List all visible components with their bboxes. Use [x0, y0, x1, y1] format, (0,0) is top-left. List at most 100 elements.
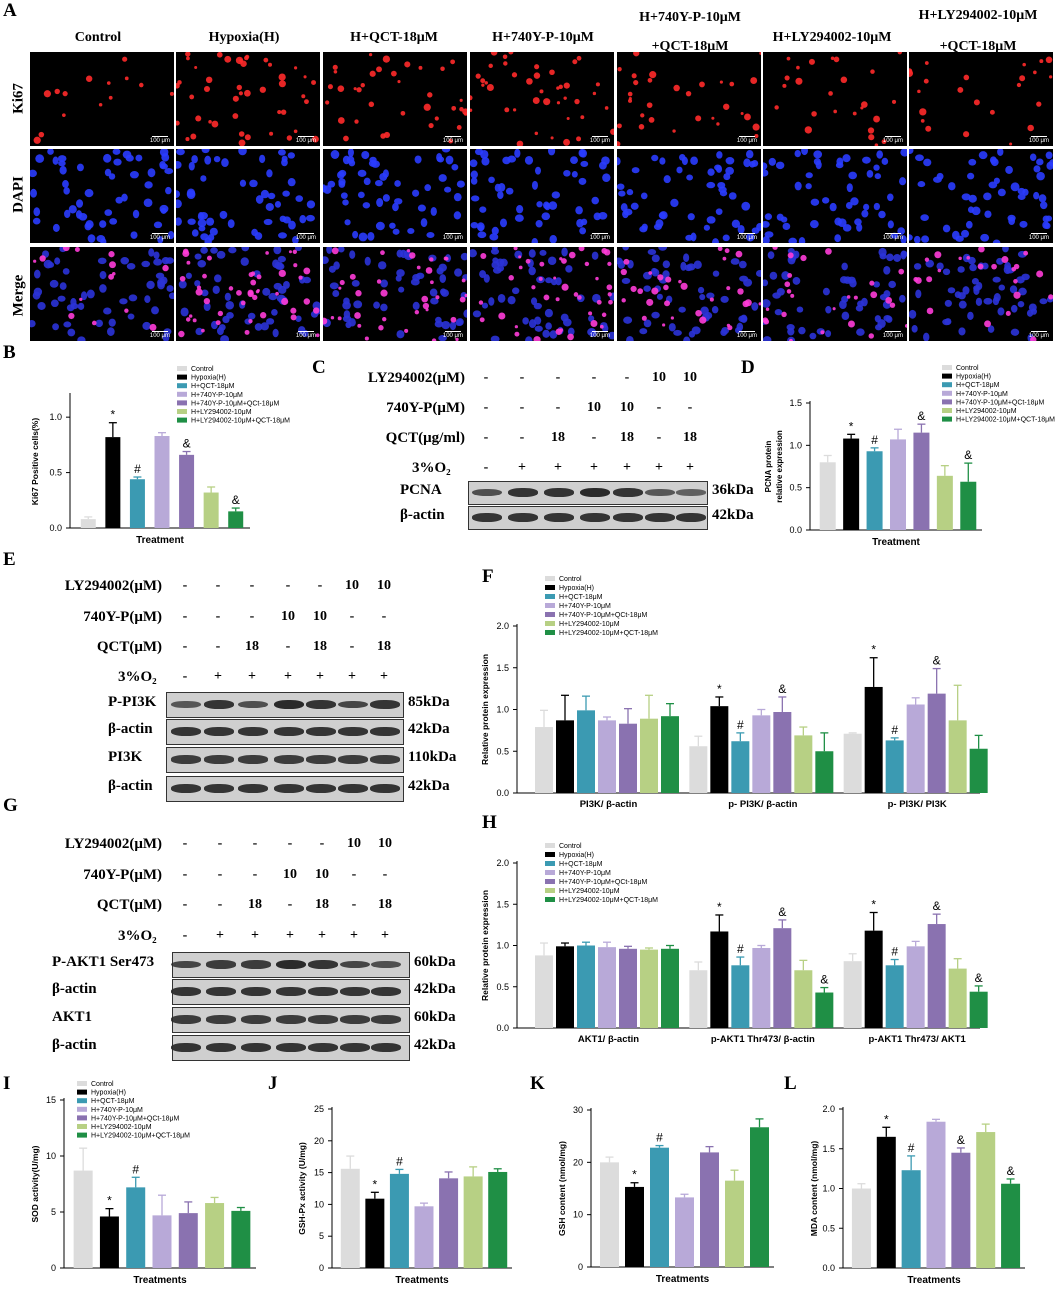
legend-swatch — [77, 1106, 87, 1112]
bar — [600, 1162, 619, 1267]
legend-entry: H+LY294002-10μM+QCT-18μM — [559, 630, 658, 637]
blot-band — [370, 727, 400, 736]
legend-swatch — [545, 621, 555, 626]
micrograph-cells — [323, 149, 465, 242]
legend-entry: H+740Y-P-10μM+QCt-18μM — [191, 400, 280, 407]
bar — [675, 1197, 694, 1267]
panel-label-j: J — [268, 1073, 278, 1094]
treatment-mark: + — [318, 928, 326, 943]
micrograph-cells — [909, 149, 1053, 243]
legend-swatch — [545, 870, 555, 875]
bar — [640, 949, 658, 1028]
scale-bar: 100 μm — [149, 138, 170, 144]
significance-mark: # — [891, 723, 898, 737]
legend-entry: H+LY294002-10μM — [559, 888, 620, 895]
legend-entry: H+740Y-P-10μM — [956, 391, 1008, 398]
bar — [906, 946, 925, 1028]
group-label: p-AKT1 Thr473/ AKT1 — [869, 1034, 967, 1045]
y-tick-label: 2.0 — [496, 621, 509, 631]
column-header: H+QCT-18μM — [350, 30, 438, 45]
blot-band — [340, 960, 370, 969]
significance-mark: & — [1007, 1164, 1015, 1178]
bar — [535, 727, 553, 793]
significance-mark: & — [964, 448, 972, 462]
treatment-mark: - — [483, 370, 489, 385]
bar — [231, 1210, 251, 1268]
treatment-mark: 10 — [281, 609, 295, 624]
treatment-mark: 18 — [377, 639, 391, 654]
y-axis-label: GSH content (nmol/mg) — [557, 1141, 567, 1236]
micrograph: 100 μm — [617, 247, 761, 341]
bar — [625, 1186, 644, 1267]
blot-band — [308, 960, 338, 969]
legend-entry: H+740Y-P-10μM+QCt-18μM — [559, 879, 648, 886]
scale-bar: 100 μm — [442, 138, 463, 144]
blot-band — [204, 727, 234, 736]
treatment-mark: 18 — [378, 897, 392, 912]
bar — [126, 1187, 146, 1268]
blot-band — [580, 513, 610, 522]
blot-band — [274, 755, 304, 764]
treatment-mark: + — [381, 928, 389, 943]
significance-mark: * — [884, 1112, 889, 1126]
micrograph: 100 μm — [617, 149, 761, 243]
treatment-mark: + — [316, 669, 324, 684]
blot-band — [306, 727, 336, 736]
y-axis-label: MDA content (nmol/mg) — [809, 1141, 819, 1237]
blot-band — [338, 727, 368, 736]
scale-bar: 100 μm — [149, 235, 170, 241]
legend-entry: Hypoxia(H) — [191, 375, 226, 382]
treatment-mark: 18 — [245, 639, 259, 654]
kda-label: 42kDa — [408, 778, 450, 794]
panel-label-d: D — [741, 357, 755, 378]
y-tick-label: 0.0 — [49, 523, 62, 533]
legend-entry: H+LY294002-10μM — [956, 408, 1017, 415]
treatment-mark: - — [285, 639, 291, 654]
bar — [901, 1170, 921, 1268]
blot-band — [171, 1015, 201, 1024]
y-tick-label: 0.5 — [496, 982, 509, 992]
treatment-mark: 10 — [378, 836, 392, 851]
bar — [969, 991, 988, 1028]
treatment-mark: - — [555, 370, 561, 385]
micrograph: 100 μm — [30, 52, 174, 146]
treatment-mark: 18 — [683, 430, 697, 445]
blot-band — [206, 960, 236, 969]
significance-mark: & — [820, 973, 828, 987]
treatment-mark: 18 — [313, 639, 327, 654]
treatment-label: LY294002(μM) — [64, 578, 162, 594]
bar — [913, 432, 930, 530]
band-label: β-actin — [400, 507, 445, 523]
legend-entry: Hypoxia(H) — [559, 852, 594, 859]
scale-bar: 100 μm — [1028, 138, 1049, 144]
treatment-mark: 10 — [620, 400, 634, 415]
micrograph: 100 μm — [909, 149, 1053, 243]
blot-band — [472, 488, 502, 497]
blot-band — [274, 784, 304, 793]
y-tick-label: 0.5 — [822, 1223, 835, 1233]
bar — [129, 479, 145, 528]
significance-mark: # — [396, 1154, 403, 1168]
y-axis-label: SOD activity(U/mg) — [30, 1145, 40, 1222]
legend-swatch — [545, 612, 555, 617]
panel-label-g: G — [3, 795, 18, 816]
treatment-mark: 10 — [652, 370, 666, 385]
group-label: PI3K/ β-actin — [580, 799, 638, 810]
treatment-mark: + — [251, 928, 259, 943]
bar — [1001, 1183, 1021, 1268]
legend-entry: H+740Y-P-10μM+QCt-18μM — [559, 612, 648, 619]
blot-band — [472, 513, 502, 522]
y-tick-label: 2.0 — [496, 858, 509, 868]
treatment-mark: - — [182, 669, 188, 684]
blot-band — [544, 488, 574, 497]
bar — [152, 1215, 172, 1268]
legend-swatch — [942, 373, 952, 379]
bar — [948, 968, 967, 1028]
bar — [794, 970, 813, 1028]
panel-label-b: B — [3, 342, 16, 363]
significance-mark: * — [717, 900, 722, 914]
bar — [650, 1147, 669, 1267]
treatment-mark: - — [182, 867, 188, 882]
legend-swatch — [545, 630, 555, 635]
blot-band — [274, 700, 304, 709]
